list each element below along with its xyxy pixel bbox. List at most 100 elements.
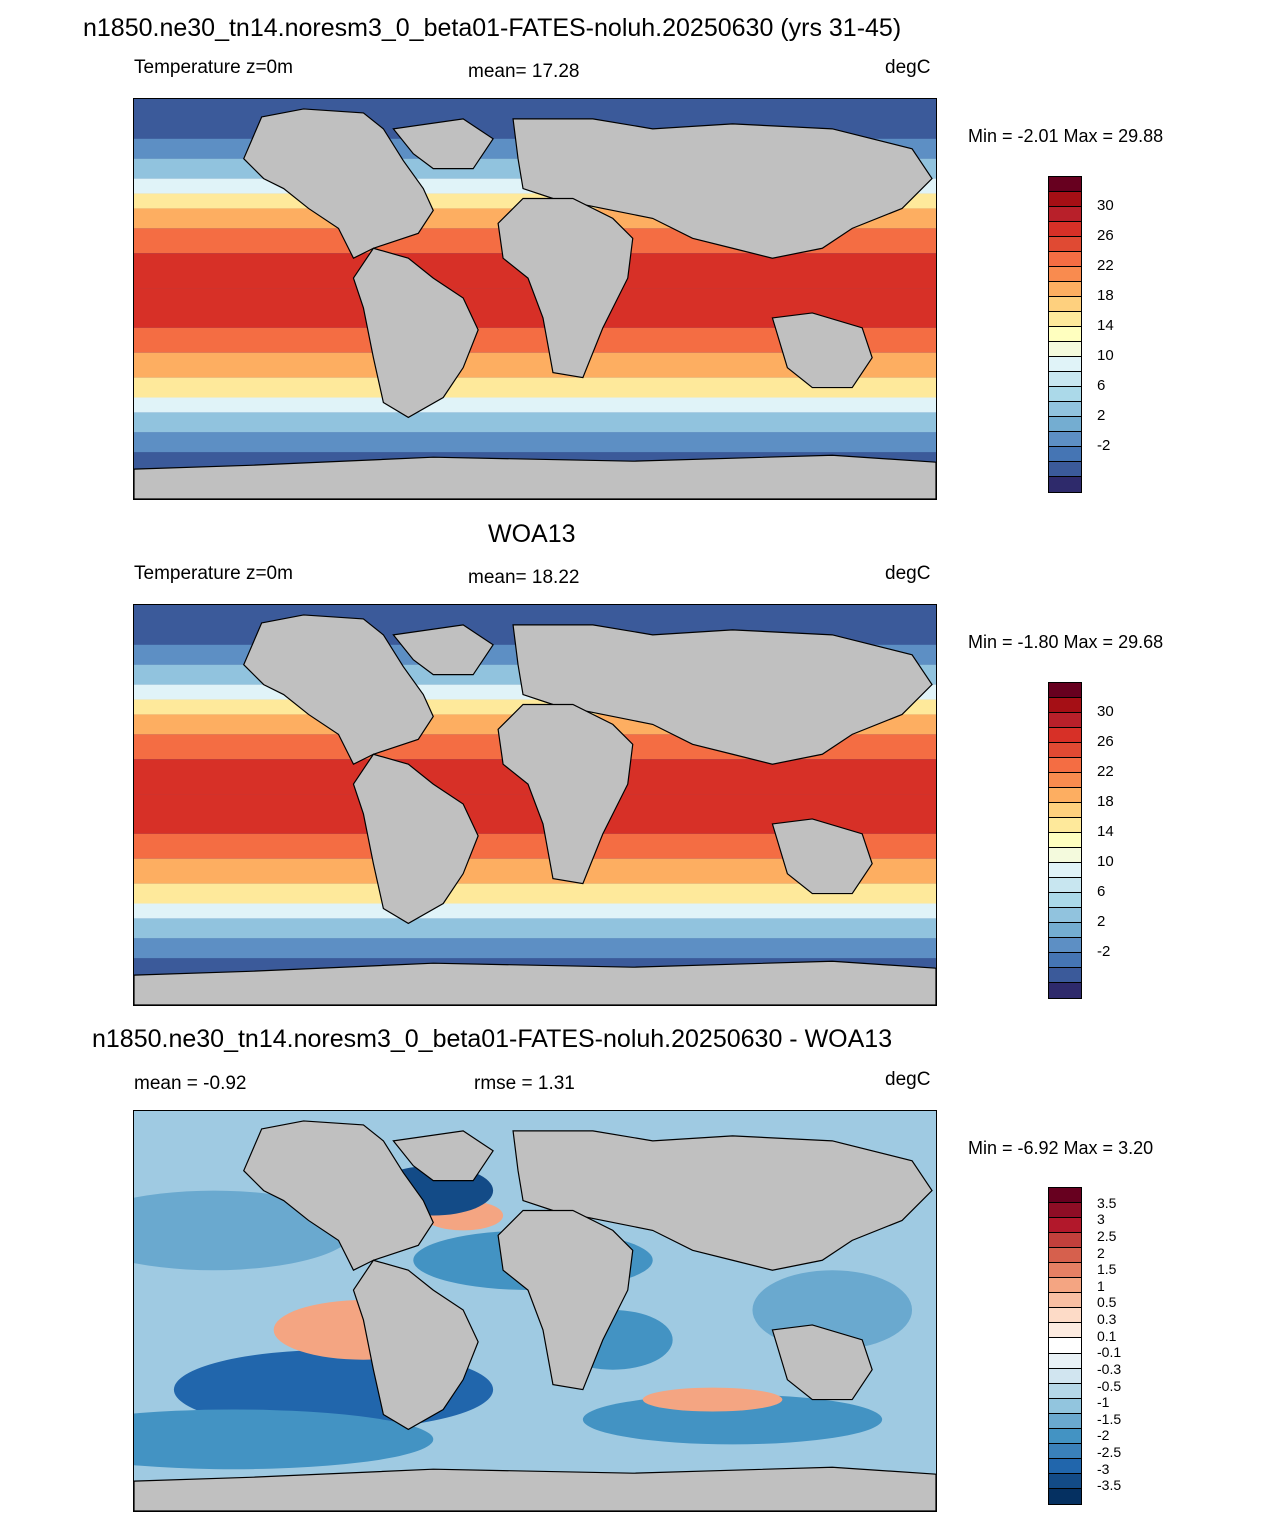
colorbar-swatch xyxy=(1049,1353,1081,1369)
colorbar-swatch xyxy=(1049,983,1081,998)
colorbar-tick-label: -2 xyxy=(1097,1427,1110,1444)
colorbar-tick-label: 3 xyxy=(1097,1211,1105,1228)
colorbar-swatch xyxy=(1049,1473,1081,1489)
colorbar-tick-label: 1.5 xyxy=(1097,1261,1117,1278)
colorbar-tick-label: 22 xyxy=(1097,257,1114,274)
colorbar-swatch xyxy=(1049,222,1081,237)
colorbar-swatch xyxy=(1049,357,1081,372)
colorbar-swatch xyxy=(1049,863,1081,878)
colorbar-swatch xyxy=(1049,968,1081,983)
colorbar-swatch xyxy=(1049,1443,1081,1459)
colorbar-tick-label: 2 xyxy=(1097,913,1106,930)
colorbar-tick-label: 0.3 xyxy=(1097,1311,1117,1328)
panel-2-variable-label: Temperature z=0m xyxy=(134,563,293,584)
colorbar-swatch xyxy=(1049,773,1081,788)
colorbar-swatch xyxy=(1049,1458,1081,1474)
colorbar-tick-label: -0.5 xyxy=(1097,1377,1122,1394)
colorbar-swatch xyxy=(1049,818,1081,833)
colorbar-tick-label: -3.5 xyxy=(1097,1477,1122,1494)
colorbar-swatch xyxy=(1049,447,1081,462)
colorbar-swatch xyxy=(1049,312,1081,327)
panel-2-title: WOA13 xyxy=(488,520,576,548)
colorbar-tick-label: -2 xyxy=(1097,943,1111,960)
colorbar-swatch xyxy=(1049,387,1081,402)
colorbar-swatch xyxy=(1049,432,1081,447)
colorbar-tick-label: -0.1 xyxy=(1097,1344,1122,1361)
colorbar-swatch xyxy=(1049,417,1081,432)
colorbar-swatch xyxy=(1049,1188,1081,1204)
panel-2-colorbar xyxy=(1048,682,1082,999)
panel-1-mean-label: mean= 17.28 xyxy=(468,61,580,82)
panel-2-woa13-map xyxy=(133,604,937,1006)
colorbar-swatch xyxy=(1049,1278,1081,1294)
panel-3-rmse-label: rmse = 1.31 xyxy=(474,1073,575,1094)
colorbar-swatch xyxy=(1049,1428,1081,1444)
colorbar-swatch xyxy=(1049,683,1081,698)
panel-1-variable-label: Temperature z=0m xyxy=(134,57,293,78)
map-graphic xyxy=(134,605,936,1005)
colorbar-swatch xyxy=(1049,402,1081,417)
colorbar-tick-label: 0.1 xyxy=(1097,1327,1117,1344)
colorbar-swatch xyxy=(1049,282,1081,297)
colorbar-swatch xyxy=(1049,1203,1081,1219)
page-title: n1850.ne30_tn14.noresm3_0_beta01-FATES-n… xyxy=(83,14,902,42)
panel-3-mean-label: mean = -0.92 xyxy=(134,1073,247,1094)
panel-2-mean-label: mean= 18.22 xyxy=(468,567,580,588)
panel-3-title: n1850.ne30_tn14.noresm3_0_beta01-FATES-n… xyxy=(92,1025,893,1053)
colorbar-tick-label: 0.5 xyxy=(1097,1294,1117,1311)
colorbar-swatch xyxy=(1049,758,1081,773)
panel-2-minmax-label: Min = -1.80 Max = 29.68 xyxy=(968,632,1164,652)
colorbar-swatch xyxy=(1049,848,1081,863)
colorbar-swatch xyxy=(1049,893,1081,908)
colorbar-tick-label: -3 xyxy=(1097,1460,1110,1477)
colorbar-swatch xyxy=(1049,713,1081,728)
colorbar-swatch xyxy=(1049,1218,1081,1234)
colorbar-swatch xyxy=(1049,1248,1081,1264)
colorbar-tick-label: 1 xyxy=(1097,1277,1105,1294)
panel-1-minmax-label: Min = -2.01 Max = 29.88 xyxy=(968,126,1164,146)
colorbar-swatch xyxy=(1049,207,1081,222)
panel-2-units-label: degC xyxy=(885,563,931,584)
colorbar-swatch xyxy=(1049,803,1081,818)
colorbar-swatch xyxy=(1049,1398,1081,1414)
panel-3-difference-map xyxy=(133,1110,937,1512)
colorbar-swatch xyxy=(1049,462,1081,477)
colorbar-tick-label: 10 xyxy=(1097,347,1114,364)
colorbar-tick-label: -1.5 xyxy=(1097,1410,1122,1427)
colorbar-swatch xyxy=(1049,923,1081,938)
colorbar-tick-label: 26 xyxy=(1097,733,1114,750)
colorbar-swatch xyxy=(1049,192,1081,207)
colorbar-swatch xyxy=(1049,177,1081,192)
colorbar-tick-label: 3.5 xyxy=(1097,1194,1117,1211)
colorbar-swatch xyxy=(1049,1488,1081,1504)
colorbar-tick-label: -2 xyxy=(1097,437,1111,454)
colorbar-tick-label: 26 xyxy=(1097,227,1114,244)
colorbar-swatch xyxy=(1049,1338,1081,1354)
map-graphic xyxy=(134,1120,936,1511)
colorbar-swatch xyxy=(1049,698,1081,713)
colorbar-swatch xyxy=(1049,1308,1081,1324)
colorbar-tick-label: 22 xyxy=(1097,763,1114,780)
colorbar-swatch xyxy=(1049,908,1081,923)
colorbar-tick-label: 2 xyxy=(1097,1244,1105,1261)
panel-3-colorbar xyxy=(1048,1187,1082,1505)
colorbar-tick-label: 10 xyxy=(1097,853,1114,870)
colorbar-swatch xyxy=(1049,267,1081,282)
colorbar-swatch xyxy=(1049,833,1081,848)
panel-1-units-label: degC xyxy=(885,57,931,78)
colorbar-swatch xyxy=(1049,372,1081,387)
colorbar-swatch xyxy=(1049,237,1081,252)
colorbar-tick-label: -0.3 xyxy=(1097,1360,1122,1377)
panel-1-sst-map xyxy=(133,98,937,500)
colorbar-swatch xyxy=(1049,342,1081,357)
panel-3-units-label: degC xyxy=(885,1069,931,1090)
colorbar-tick-label: 30 xyxy=(1097,703,1114,720)
colorbar-swatch xyxy=(1049,1233,1081,1249)
colorbar-tick-label: 2 xyxy=(1097,407,1106,424)
colorbar-swatch xyxy=(1049,252,1081,267)
colorbar-swatch xyxy=(1049,1263,1081,1279)
colorbar-swatch xyxy=(1049,327,1081,342)
colorbar-swatch xyxy=(1049,1323,1081,1339)
colorbar-tick-label: 14 xyxy=(1097,823,1114,840)
colorbar-swatch xyxy=(1049,297,1081,312)
